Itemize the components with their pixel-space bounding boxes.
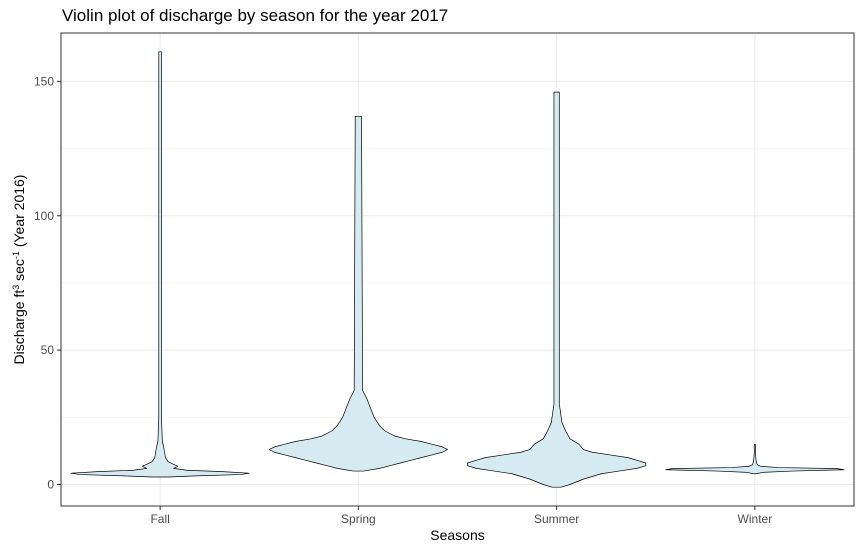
violin-summer [467, 91, 647, 488]
violin-fall [70, 51, 250, 478]
grid-lines [61, 33, 854, 506]
y-tick-label: 150 [34, 74, 54, 88]
y-axis-title: Discharge ft3 sec-1 (Year 2016) [11, 175, 27, 365]
y-axis-title-sup2: -1 [11, 251, 21, 259]
chart-title: Violin plot of discharge by season for t… [62, 6, 449, 25]
violin-spring [268, 115, 448, 472]
x-tick-label: Fall [150, 512, 169, 526]
y-axis-title-tail: (Year 2016) [11, 175, 27, 252]
x-tick-label: Winter [738, 512, 773, 526]
y-tick-label: 50 [41, 343, 55, 357]
plot-panel-border [60, 32, 855, 507]
y-axis-title-mid: sec [11, 259, 27, 285]
y-tick-label: 0 [47, 478, 54, 492]
x-axis-title: Seasons [430, 527, 484, 543]
y-axis-title-sup1: 3 [11, 285, 21, 290]
y-axis-title-main: Discharge ft [11, 290, 27, 365]
y-axis: 0 50 100 150 [34, 74, 61, 492]
x-tick-label: Summer [534, 512, 579, 526]
y-tick-label: 100 [34, 209, 54, 223]
violins [70, 51, 845, 488]
x-axis: Fall Spring Summer Winter [150, 506, 772, 526]
x-tick-label: Spring [341, 512, 376, 526]
violin-winter [665, 443, 845, 475]
